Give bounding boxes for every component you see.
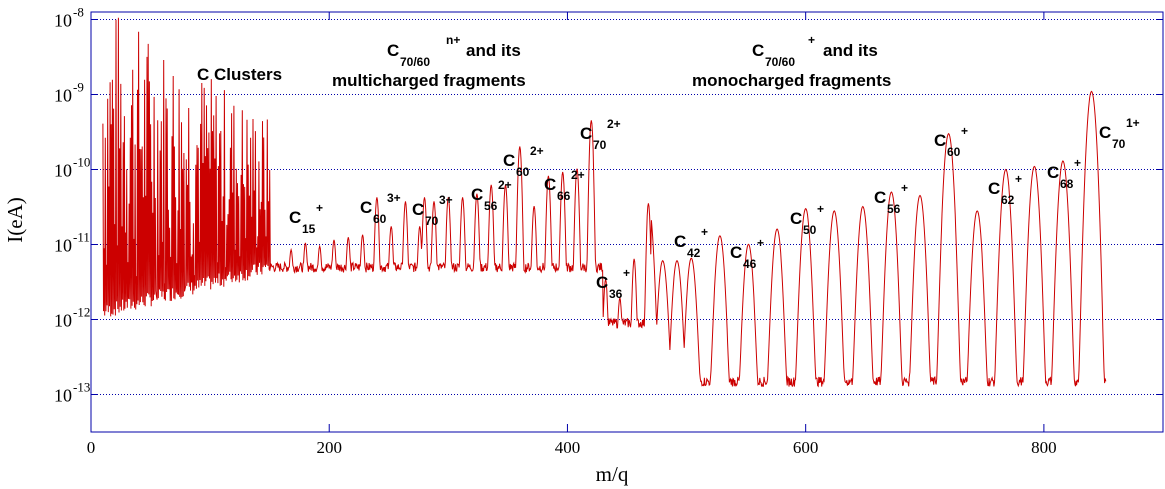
- y-tick-label: 10: [54, 86, 72, 106]
- peak-label-sub: 42: [687, 246, 701, 260]
- peak-label-sup: +: [961, 124, 968, 138]
- peak-label-sub: 50: [803, 223, 817, 237]
- y-tick-label: 10: [54, 311, 72, 331]
- y-tick-label-exponent: -10: [73, 155, 90, 170]
- peak-label-c: C: [471, 185, 483, 204]
- annotation-multi-sup: n+: [446, 33, 460, 47]
- y-tick-label-exponent: -12: [73, 305, 90, 320]
- annotation-mono-tail: and its: [823, 41, 878, 60]
- peak-label-sup: +: [757, 236, 764, 250]
- y-tick-label-exponent: -13: [73, 380, 90, 395]
- y-axis-label: I(eA): [3, 197, 27, 242]
- peak-label-sup: +: [1074, 156, 1081, 170]
- peak-label-sub: 68: [1060, 177, 1074, 191]
- peak-label-sup: 2+: [571, 168, 585, 182]
- peak-label-c: C: [874, 188, 886, 207]
- annotation-mono-line2: monocharged fragments: [692, 71, 891, 90]
- y-tick-label: 10: [54, 11, 72, 31]
- peak-label-c: C: [412, 200, 424, 219]
- y-tick-label: 10: [54, 161, 72, 181]
- peak-label-sup: 2+: [530, 144, 544, 158]
- peak-label-sup: +: [901, 181, 908, 195]
- peak-label-sub: 70: [1112, 137, 1126, 151]
- peak-label-sup: +: [817, 202, 824, 216]
- x-tick-label: 400: [555, 438, 581, 457]
- peak-label-sub: 60: [947, 145, 961, 159]
- x-tick-label: 800: [1031, 438, 1057, 457]
- spectrum-line: [102, 17, 1107, 388]
- peak-label-c: C: [1047, 163, 1059, 182]
- peak-label-sub: 62: [1001, 193, 1015, 207]
- peak-label-c: C: [934, 131, 946, 150]
- annotation-multi-line2: multicharged fragments: [332, 71, 526, 90]
- peak-label-sub: 66: [557, 189, 571, 203]
- peak-label-sub: 46: [743, 257, 757, 271]
- peak-label-c: C: [544, 175, 556, 194]
- peak-label-c: C: [1099, 123, 1111, 142]
- annotation-multi-tail: and its: [466, 41, 521, 60]
- annotation-multi-c: C: [387, 41, 399, 60]
- peak-label-sup: +: [1015, 172, 1022, 186]
- y-tick-label: 10: [54, 236, 72, 256]
- peak-label-c: C: [730, 243, 742, 262]
- y-tick-label-exponent: -8: [73, 5, 84, 20]
- peak-label-sub: 60: [373, 212, 387, 226]
- series-group: [102, 17, 1107, 388]
- peak-label-sup: 2+: [607, 117, 621, 131]
- peak-label-sup: +: [623, 266, 630, 280]
- x-tick-label: 200: [316, 438, 342, 457]
- peak-label-c: C: [988, 179, 1000, 198]
- peak-label-c: C: [596, 273, 608, 292]
- peak-label-sup: 2+: [498, 178, 512, 192]
- x-axis-label: m/q: [596, 462, 629, 486]
- annotation-mono-sup: +: [808, 33, 815, 47]
- peak-label-sub: 36: [609, 287, 623, 301]
- peak-label-sub: 56: [484, 199, 498, 213]
- peak-label-c: C: [503, 151, 515, 170]
- annotation-multi-sub: 70/60: [400, 55, 430, 69]
- peak-label-sub: 70: [425, 214, 439, 228]
- peak-label-c: C: [580, 124, 592, 143]
- peak-label-sub: 56: [887, 202, 901, 216]
- y-tick-label-exponent: -9: [73, 80, 84, 95]
- annotation-mono-sub: 70/60: [765, 55, 795, 69]
- x-tick-label: 600: [793, 438, 819, 457]
- peak-label-c: C: [360, 198, 372, 217]
- peak-label-sup: +: [701, 225, 708, 239]
- peak-label-sub: 60: [516, 165, 530, 179]
- plot-frame: [90, 11, 1164, 433]
- peak-label-sup: 3+: [387, 191, 401, 205]
- peak-label-sup: +: [316, 201, 323, 215]
- peak-label-sup: 1+: [1126, 116, 1140, 130]
- y-tick-label: 10: [54, 386, 72, 406]
- peak-label-c: C: [674, 232, 686, 251]
- annotation-mono-c: C: [752, 41, 764, 60]
- peak-label-sub: 70: [593, 138, 607, 152]
- peak-label-c: C: [289, 208, 301, 227]
- y-tick-label-exponent: -11: [73, 230, 90, 245]
- x-tick-label: 0: [87, 438, 96, 457]
- peak-label-c: C: [790, 209, 802, 228]
- peak-label-sub: 15: [302, 222, 316, 236]
- peak-label-sup: 3+: [439, 193, 453, 207]
- annotation-c-clusters: C Clusters: [197, 65, 282, 84]
